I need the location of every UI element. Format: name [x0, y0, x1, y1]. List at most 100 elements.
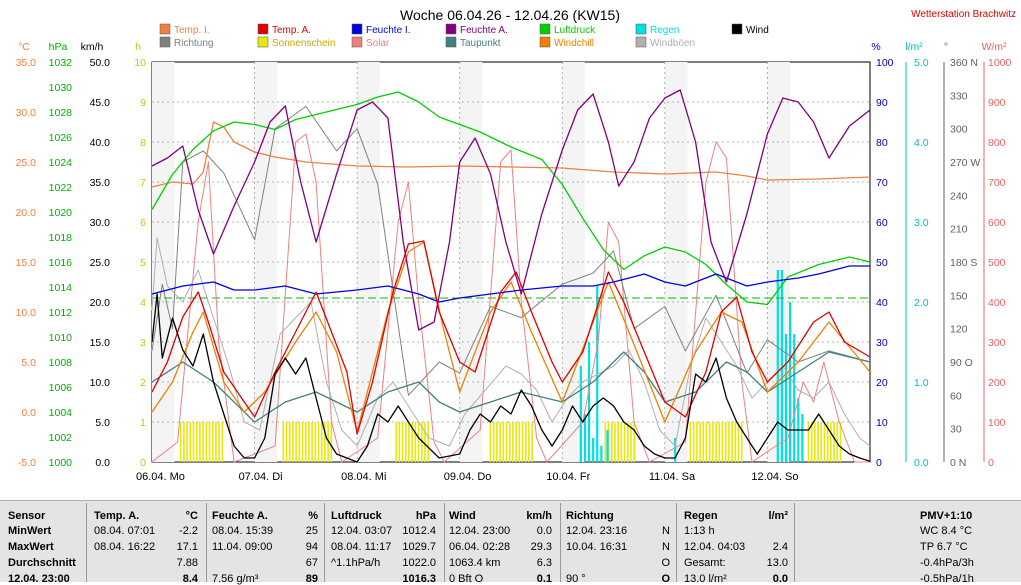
series-line-feuchte-a [151, 89, 871, 331]
pressure-time: 12.04. 03:07 [331, 525, 393, 537]
rain-tick-label: 2.0 [914, 297, 929, 309]
wind-tick-label: 35.0 [90, 177, 111, 189]
humidity-tick-label: 60 [876, 217, 888, 229]
pressure-tick-label: 1014 [49, 282, 73, 294]
wind-value: 6.3 [536, 557, 552, 569]
legend-label: Wind [746, 25, 769, 36]
temp-tick-label: 30.0 [16, 107, 37, 119]
direction-time: 12.04. 23:16 [566, 525, 628, 537]
wind-tick-label: 0.0 [95, 457, 110, 469]
series-line-taupunkt [151, 351, 871, 423]
temp-unit-label: °C [18, 41, 30, 53]
header-pmv: PMV+1:10 [920, 510, 973, 522]
legend-item: Taupunkt [445, 36, 501, 49]
pressure-tick-label: 1002 [49, 432, 73, 444]
legend-item: Windchill [539, 36, 594, 49]
temp-tick-label: -5.0 [18, 457, 36, 469]
legend: Temp. I. Temp. A. Feuchte I. Feuchte A. Luft… [159, 23, 769, 49]
wind-tick-label: 40.0 [90, 137, 111, 149]
humidity-time: 11.04. 09:00 [212, 541, 273, 553]
solar-tick-label: 200 [988, 377, 1006, 389]
rain-value: 0.0 [772, 573, 788, 585]
pressure-unit-label: hPa [49, 41, 68, 53]
sun-tick-label: 9 [140, 97, 146, 109]
series-line-windb-en [151, 237, 871, 447]
column-divider [676, 503, 677, 582]
rain-bar [600, 446, 603, 462]
temp-tick-label: 0.0 [21, 407, 36, 419]
pressure-time: ^1.1hPa/h [331, 557, 381, 569]
series-line-wind [151, 293, 871, 463]
temp-value: 7.88 [176, 557, 198, 569]
row-label: Durchschnitt [8, 557, 76, 569]
station-name: Wetterstation Brachwitz [911, 9, 1016, 20]
legend-item: Wind [731, 23, 769, 36]
column-divider [794, 503, 795, 582]
humidity-value: 67 [305, 557, 318, 569]
direction-tick-label: 180 S [950, 257, 977, 269]
sun-unit-label: h [135, 41, 141, 53]
solar-tick-label: 500 [988, 257, 1006, 269]
weather-chart: Woche 06.04.26 - 12.04.26 (KW15) Wetters… [16, 7, 1016, 483]
rain-bar [784, 334, 788, 462]
direction-tick-label: 120 [950, 324, 968, 336]
humidity-tick-label: 40 [876, 297, 888, 309]
legend-item: Feuchte A. [445, 23, 508, 36]
legend-swatch [445, 36, 457, 48]
legend-label: Luftdruck [554, 25, 596, 36]
humidity-tick-label: 50 [876, 257, 888, 269]
humidity-time: 7.56 g/m³ [212, 573, 259, 585]
legend-swatch [731, 23, 743, 35]
header-wind-unit: km/h [526, 510, 552, 522]
legend-label: Temp. A. [272, 25, 311, 36]
sun-tick-label: 7 [140, 177, 146, 189]
rain-bar [801, 414, 804, 462]
rain-time: Gesamt: [684, 557, 726, 569]
x-tick-label: 10.04. Fr [546, 471, 590, 483]
rain-tick-label: 3.0 [914, 217, 929, 229]
column-divider [86, 503, 87, 582]
direction-value: N [662, 541, 670, 553]
pmv-value: WC 8.4 °C [920, 525, 973, 537]
solar-tick-label: 300 [988, 337, 1006, 349]
night-shade [664, 62, 688, 462]
pressure-tick-label: 1018 [49, 232, 73, 244]
rain-unit-label: l/m² [905, 41, 923, 53]
solar-tick-label: 600 [988, 217, 1006, 229]
legend-label: Feuchte I. [366, 25, 410, 36]
rain-value: 13.0 [766, 557, 788, 569]
legend-swatch [635, 23, 647, 35]
wind-tick-label: 15.0 [90, 337, 111, 349]
pressure-value: 1016.3 [402, 573, 436, 585]
direction-tick-label: 30 [950, 424, 962, 436]
temp-tick-label: 5.0 [21, 357, 36, 369]
temp-tick-label: 25.0 [16, 157, 37, 169]
header-direction: Richtung [566, 510, 614, 522]
solar-tick-label: 1000 [988, 57, 1012, 69]
rain-bar [776, 270, 779, 462]
x-tick-label: 12.04. So [751, 471, 798, 483]
temp-tick-label: 35.0 [16, 57, 37, 69]
legend-item: Sonnenschein [257, 36, 335, 49]
series-line-feuchte-i [151, 265, 870, 303]
legend-swatch [539, 36, 551, 48]
wind-time: 12.04. 23:00 [449, 525, 511, 537]
direction-tick-label: 270 W [950, 157, 980, 169]
temp-value: 8.4 [182, 573, 198, 585]
legend-swatch [159, 23, 171, 35]
direction-tick-label: 150 [950, 290, 968, 302]
pressure-tick-label: 1012 [49, 307, 73, 319]
series-line-solar [151, 133, 870, 463]
direction-tick-label: 0 N [950, 457, 966, 469]
humidity-tick-label: 10 [876, 417, 888, 429]
pressure-value: 1022.0 [402, 557, 436, 569]
solar-tick-label: 100 [988, 417, 1006, 429]
direction-value: O [661, 557, 670, 569]
temp-value: -2.2 [179, 525, 198, 537]
temp-tick-label: 15.0 [16, 257, 37, 269]
row-label: MinWert [8, 525, 52, 537]
x-tick-label: 08.04. Mi [341, 471, 386, 483]
legend-label: Windböen [650, 38, 695, 49]
direction-tick-label: 90 O [950, 357, 973, 369]
